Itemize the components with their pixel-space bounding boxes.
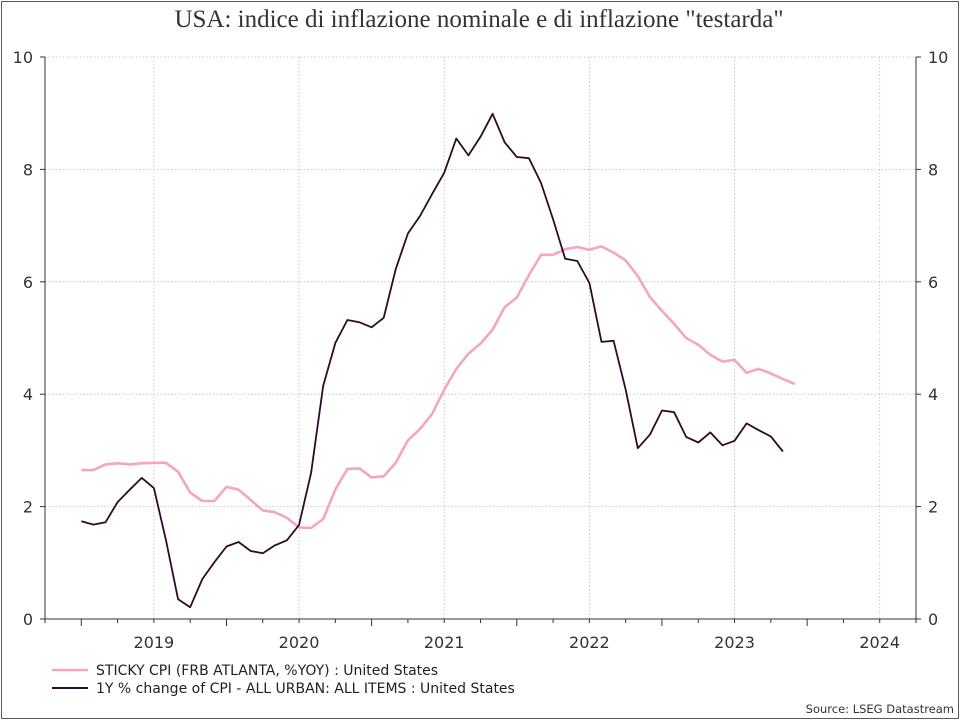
x-tick-label: 2024: [859, 633, 900, 652]
source-note: Source: LSEG Datastream: [806, 702, 954, 716]
grid-lines: [45, 56, 916, 619]
legend: STICKY CPI (FRB ATLANTA, %YOY) : United …: [52, 663, 515, 697]
y-tick-label-left: 4: [23, 385, 33, 404]
series-line-sticky-cpi: [81, 245, 796, 530]
series-line-cpi-all-urban: [81, 112, 784, 609]
x-tick-label: 2023: [714, 633, 755, 652]
y-axis-right: 0 2 4 6 8 10: [916, 48, 948, 629]
y-tick-label-left: 8: [23, 160, 33, 179]
y-tick-label-right: 6: [928, 273, 938, 292]
chart-title: USA: indice di inflazione nominale e di …: [174, 6, 784, 33]
axes: [44, 57, 917, 620]
series-lines: [81, 112, 796, 609]
x-tick-label: 2019: [134, 633, 175, 652]
y-tick-label-right: 0: [928, 610, 938, 629]
x-tick-label: 2022: [569, 633, 610, 652]
legend-label-cpi: 1Y % change of CPI - ALL URBAN: ALL ITEM…: [96, 681, 515, 697]
y-tick-label-left: 2: [23, 498, 33, 517]
legend-label-sticky: STICKY CPI (FRB ATLANTA, %YOY) : United …: [96, 663, 438, 679]
y-tick-label-right: 10: [928, 48, 948, 67]
y-tick-label-right: 4: [928, 385, 938, 404]
x-tick-label: 2021: [424, 633, 465, 652]
y-tick-label-left: 0: [23, 610, 33, 629]
x-tick-label: 2020: [279, 633, 320, 652]
y-tick-label-left: 10: [13, 48, 33, 67]
y-tick-label-left: 6: [23, 273, 33, 292]
x-axis: 2019 2020 2021 2022 2023 2024: [44, 619, 917, 652]
y-tick-label-right: 8: [928, 160, 938, 179]
y-tick-label-right: 2: [928, 498, 938, 517]
y-axis-left: 0 2 4 6 8 10: [13, 48, 45, 629]
